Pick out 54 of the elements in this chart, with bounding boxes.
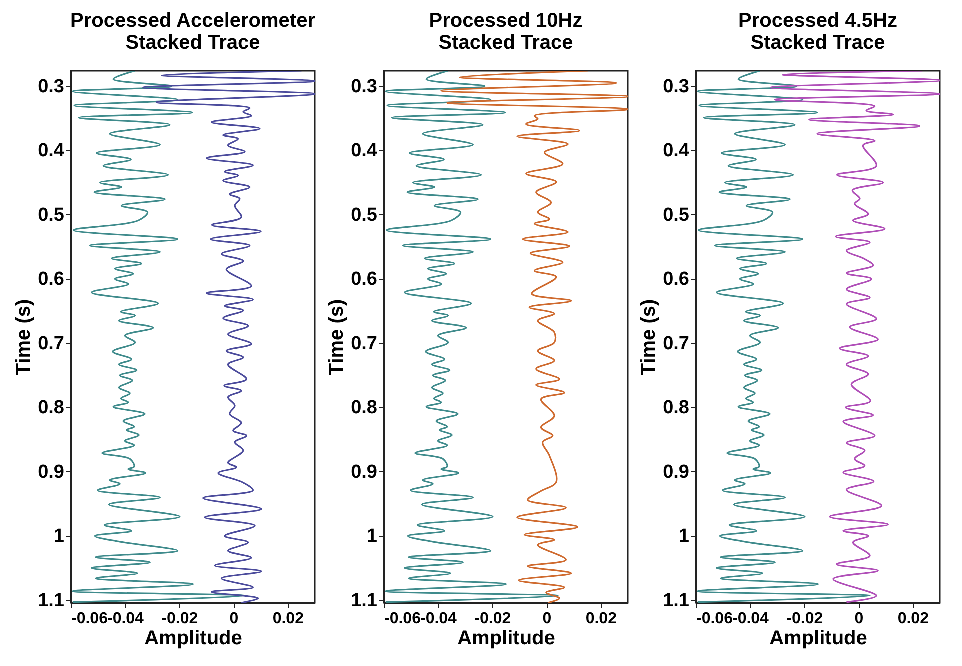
chart-title: Processed 4.5Hz Stacked Trace — [738, 10, 898, 54]
x-tick-label: 0 — [542, 610, 552, 628]
y-tick-label: 0.9 — [663, 462, 690, 483]
y-tick-label: 0.6 — [38, 269, 64, 290]
x-tick-label: -0.06 — [384, 610, 422, 628]
y-tick-label: 0.5 — [663, 204, 690, 226]
y-axis-title: Time (s) — [13, 299, 36, 376]
x-tick-label: -0.04 — [107, 610, 144, 628]
line-series — [440, 71, 628, 603]
y-tick-label: 0.6 — [351, 269, 378, 290]
x-tick-label: 0.02 — [272, 610, 304, 628]
y-tick-label: 0.8 — [351, 398, 378, 419]
y-tick-label: 0.3 — [351, 76, 378, 98]
x-tick-label: -0.06 — [72, 610, 108, 628]
x-tick-label: -0.04 — [420, 610, 458, 628]
x-tick-label: 0 — [854, 610, 864, 628]
y-tick-label: 0.3 — [663, 76, 690, 98]
y-tick-label: 1.1 — [351, 590, 378, 612]
x-tick-label: 0.02 — [898, 610, 930, 628]
y-tick-label: 0.9 — [38, 462, 64, 483]
y-tick-label: 1.1 — [663, 590, 690, 612]
y-axis-title: Time (s) — [638, 299, 660, 376]
y-tick-label: 0.8 — [38, 398, 64, 419]
y-tick-label: 0.4 — [38, 140, 65, 162]
y-tick-label: 0.3 — [38, 76, 64, 98]
x-tick-label: 0 — [230, 610, 239, 628]
line-series — [142, 71, 315, 603]
y-tick-label: 0.4 — [351, 140, 378, 162]
line-series — [770, 71, 940, 603]
x-axis-title: Amplitude — [770, 628, 868, 650]
x-tick-label: 0.02 — [586, 610, 618, 628]
y-tick-label: 1 — [678, 526, 690, 548]
y-tick-label: 1 — [54, 526, 65, 548]
y-tick-label: 0.5 — [38, 204, 65, 226]
x-tick-label: -0.04 — [732, 610, 770, 628]
y-tick-label: 0.7 — [663, 333, 690, 354]
x-tick-label: -0.02 — [786, 610, 824, 628]
y-tick-label: 0.5 — [351, 204, 378, 226]
y-tick-label: 0.8 — [663, 398, 690, 419]
y-tick-label: 1 — [366, 526, 378, 548]
y-tick-label: 0.9 — [351, 462, 378, 483]
chart-title: Processed Accelerometer Stacked Trace — [70, 10, 316, 54]
chart-title: Processed 10Hz Stacked Trace — [429, 10, 583, 54]
y-tick-label: 0.7 — [38, 333, 64, 354]
y-tick-label: 1.1 — [38, 590, 65, 612]
x-tick-label: -0.02 — [162, 610, 198, 628]
y-tick-label: 0.6 — [663, 269, 690, 290]
y-tick-label: 0.4 — [663, 140, 690, 162]
x-axis-title: Amplitude — [458, 628, 556, 650]
x-tick-label: -0.06 — [696, 610, 734, 628]
x-tick-label: -0.02 — [474, 610, 512, 628]
y-tick-label: 0.7 — [351, 333, 378, 354]
y-axis-title: Time (s) — [326, 299, 348, 376]
x-axis-title: Amplitude — [144, 628, 242, 650]
